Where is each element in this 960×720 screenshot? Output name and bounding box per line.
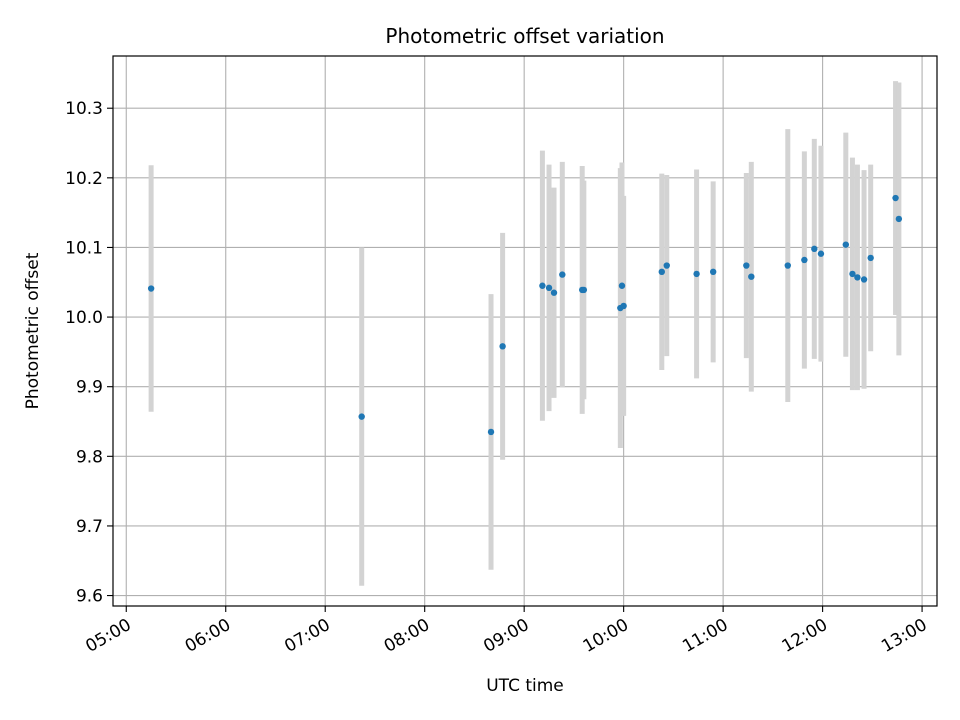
data-points <box>147 194 903 436</box>
data-point <box>867 254 874 262</box>
data-point <box>499 343 506 350</box>
y-tick-label: 10.2 <box>65 169 103 189</box>
x-tick-label: 07:00 <box>281 615 333 657</box>
data-point <box>658 268 665 276</box>
x-tick-label: 08:00 <box>381 615 433 657</box>
data-point <box>784 262 791 269</box>
chart-title: Photometric offset variation <box>385 24 664 48</box>
y-tick-label: 10.3 <box>65 99 103 119</box>
data-point <box>860 276 868 283</box>
y-tick-label: 9.9 <box>76 378 103 398</box>
data-point <box>849 270 856 278</box>
x-tick-label: 11:00 <box>679 615 731 657</box>
x-tick-label: 05:00 <box>82 615 134 657</box>
data-point <box>842 241 850 248</box>
y-tick-label: 9.6 <box>76 587 103 607</box>
data-point <box>620 302 627 310</box>
data-point <box>892 194 899 202</box>
data-point <box>801 256 808 264</box>
x-tick-label: 13:00 <box>878 615 930 657</box>
data-point <box>618 282 626 289</box>
data-point <box>580 286 588 294</box>
data-point <box>743 262 750 269</box>
data-point <box>895 215 903 223</box>
data-point <box>539 282 546 289</box>
y-tick-label: 10.0 <box>65 308 103 328</box>
data-point <box>550 289 558 296</box>
x-tick-label: 10:00 <box>580 615 632 657</box>
x-tick-label: 12:00 <box>779 615 831 657</box>
data-point <box>147 285 155 292</box>
y-axis-label: Photometric offset <box>23 252 43 409</box>
plot-frame <box>112 55 938 607</box>
data-point <box>663 262 670 269</box>
data-point <box>709 268 717 276</box>
data-point <box>693 270 700 278</box>
x-tick-label: 06:00 <box>182 615 234 657</box>
y-tick-label: 9.8 <box>76 447 103 467</box>
data-point <box>748 273 755 280</box>
data-point <box>559 271 566 278</box>
data-point <box>811 245 818 253</box>
y-axis-ticks: 9.6 9.7 9.8 9.9 10.0 10.1 10.2 10.3 <box>65 99 113 607</box>
error-bars <box>148 81 902 586</box>
data-point <box>358 413 365 420</box>
y-tick-label: 9.7 <box>76 517 103 537</box>
data-point <box>487 428 495 436</box>
x-tick-label: 09:00 <box>480 615 532 657</box>
data-point <box>854 274 861 281</box>
data-point <box>545 284 553 292</box>
x-axis-label: UTC time <box>486 676 564 696</box>
data-point <box>817 250 825 257</box>
x-axis-ticks: 05:00 06:00 07:00 08:00 09:00 10:00 11:00 12:00… <box>82 606 931 657</box>
y-tick-label: 10.1 <box>65 238 103 258</box>
